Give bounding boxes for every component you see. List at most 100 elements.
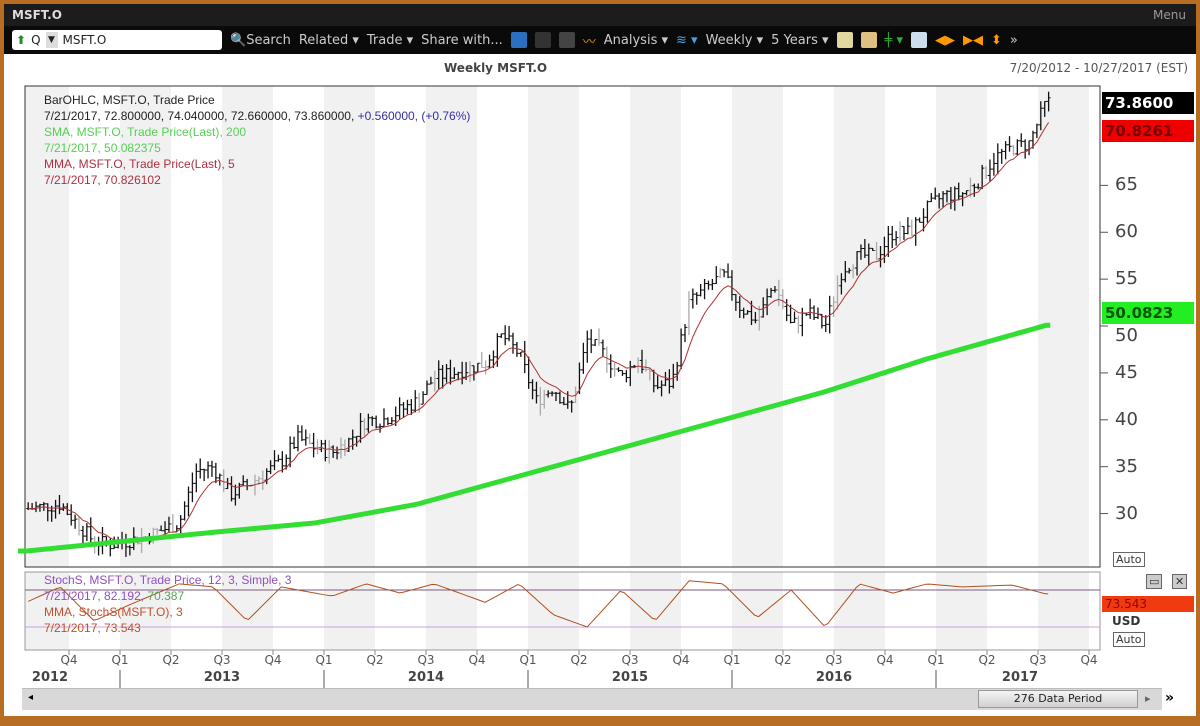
chart-title: Weekly MSFT.O <box>444 61 548 75</box>
redo-icon[interactable] <box>534 32 551 48</box>
related-menu[interactable]: Related ▾ <box>298 32 359 48</box>
date-range: 7/20/2012 - 10/27/2017 (EST) <box>1009 61 1188 75</box>
zoom-vertical-icon[interactable]: ⬍ <box>991 32 1002 48</box>
x-quarter-label: Q1 <box>111 653 129 667</box>
y-tick-label: 60 <box>1115 221 1138 243</box>
horizontal-scrollbar[interactable]: ◂ <box>22 688 1162 710</box>
ohlc-legend-title: BarOHLC, MSFT.O, Trade Price <box>44 93 215 107</box>
minimize-panel-icon[interactable]: ▭ <box>1146 574 1163 589</box>
zoom-horizontal-icon[interactable]: ◀▶ <box>935 32 956 48</box>
sma-value-tag: 50.0823 <box>1102 302 1194 324</box>
fit-icon[interactable]: ▶◀ <box>963 32 984 48</box>
quarter-stripe <box>732 86 783 567</box>
mma-value-tag: 70.8261 <box>1102 120 1194 142</box>
stoch-value-tag: 73.543 <box>1102 596 1194 612</box>
x-quarter-label: Q2 <box>978 653 996 667</box>
y-tick-label: 45 <box>1115 361 1138 383</box>
x-year-label: 2016 <box>815 670 853 685</box>
menu-button[interactable]: Menu <box>1153 8 1186 22</box>
trade-menu[interactable]: Trade ▾ <box>366 32 414 48</box>
more-icon[interactable]: » <box>1009 32 1018 48</box>
title-bar: MSFT.O Menu <box>4 4 1196 26</box>
x-quarter-label: Q1 <box>723 653 741 667</box>
quarter-stripe <box>426 86 477 567</box>
quarter-stripe <box>426 572 477 650</box>
stoch-mma-legend-title: MMA, StochS(MSFT.O), 3 <box>44 605 183 619</box>
x-quarter-label: Q4 <box>1080 653 1098 667</box>
x-quarter-label: Q1 <box>927 653 945 667</box>
stoch-line <box>27 580 1049 628</box>
x-quarter-label: Q4 <box>60 653 78 667</box>
stoch-mma-legend-value: 7/21/2017, 73.543 <box>44 621 141 635</box>
data-period-button[interactable]: 276 Data Period <box>978 690 1138 708</box>
x-quarter-label: Q3 <box>621 653 639 667</box>
stoch-frame <box>24 571 1101 651</box>
range-menu[interactable]: 5 Years ▾ <box>771 32 829 48</box>
x-year-label: 2017 <box>1001 670 1039 685</box>
currency-label: USD <box>1112 614 1141 628</box>
price-legend: BarOHLC, MSFT.O, Trade Price 7/21/2017, … <box>44 92 470 188</box>
x-quarter-label: Q4 <box>264 653 282 667</box>
x-quarter-label: Q3 <box>213 653 231 667</box>
scroll-right-icon[interactable]: ▸ <box>1145 692 1151 705</box>
x-year-label: 2012 <box>31 670 69 685</box>
x-quarter-label: Q2 <box>570 653 588 667</box>
chevron-down-icon[interactable]: ▼ <box>45 32 58 48</box>
y-tick-label: 55 <box>1115 268 1138 290</box>
quarter-stripe <box>528 86 579 567</box>
stoch-auto-scale-button[interactable]: Auto <box>1113 632 1145 647</box>
folder-icon[interactable] <box>558 32 575 48</box>
y-tick-label: 40 <box>1115 408 1138 430</box>
stoch-legend-title: StochS, MSFT.O, Trade Price, 12, 3, Simp… <box>44 573 292 587</box>
waves-icon[interactable]: ≋ ▾ <box>676 32 698 48</box>
y-tick-label: 50 <box>1115 325 1138 347</box>
x-quarter-label: Q1 <box>519 653 537 667</box>
x-quarter-label: Q2 <box>162 653 180 667</box>
scroll-left-icon[interactable]: ◂ <box>28 692 34 703</box>
line-chart-icon[interactable] <box>836 32 853 48</box>
x-year-label: 2014 <box>407 670 445 685</box>
close-panel-icon[interactable]: ✕ <box>1172 574 1188 589</box>
ric-value: MSFT.O <box>62 33 107 47</box>
last-price-tag: 73.8600 <box>1102 92 1194 114</box>
interval-menu[interactable]: Weekly ▾ <box>705 32 764 48</box>
mma-line <box>28 122 1050 544</box>
share-button[interactable]: Share with... <box>421 32 503 48</box>
x-year-label: 2015 <box>611 670 649 685</box>
quarter-stripe <box>1038 572 1089 650</box>
quarter-stripe <box>120 86 171 567</box>
quarter-stripe <box>25 572 69 650</box>
sma-legend-title: SMA, MSFT.O, Trade Price(Last), 200 <box>44 125 247 139</box>
quarter-stripe <box>630 572 681 650</box>
y-tick-label: 30 <box>1115 502 1138 524</box>
x-quarter-label: Q4 <box>672 653 690 667</box>
x-quarter-label: Q2 <box>366 653 384 667</box>
analysis-icon: 〰 <box>582 34 596 50</box>
undo-icon[interactable] <box>510 32 527 48</box>
auto-scale-button[interactable]: Auto <box>1113 552 1145 567</box>
crosshair-icon[interactable]: ╪ ▾ <box>884 32 904 48</box>
quarter-stripe <box>936 572 987 650</box>
y-tick-label: 35 <box>1115 455 1138 477</box>
analysis-menu[interactable]: Analysis ▾ <box>603 32 669 48</box>
compare-chart-icon[interactable] <box>860 32 877 48</box>
fast-forward-icon[interactable]: » <box>1165 690 1175 706</box>
sma-line <box>18 322 1051 554</box>
x-quarter-label: Q2 <box>774 653 792 667</box>
quote-type: Q <box>31 33 41 47</box>
quarter-stripe <box>732 572 783 650</box>
quarter-stripe <box>120 572 171 650</box>
quarter-stripe <box>25 86 69 567</box>
ric-input[interactable]: ⬆ Q ▼ MSFT.O <box>12 30 222 50</box>
mma-legend-title: MMA, MSFT.O, Trade Price(Last), 5 <box>44 157 235 171</box>
quarter-stripe <box>528 572 579 650</box>
x-year-label: 2013 <box>203 670 241 685</box>
quarter-stripe <box>324 572 375 650</box>
search-button[interactable]: 🔍Search <box>230 32 291 48</box>
quarter-stripe <box>936 86 987 567</box>
sma-legend-value: 7/21/2017, 50.082375 <box>44 141 161 155</box>
quarter-stripe <box>630 86 681 567</box>
quarter-stripe <box>834 86 885 567</box>
layout-icon[interactable] <box>911 32 928 48</box>
